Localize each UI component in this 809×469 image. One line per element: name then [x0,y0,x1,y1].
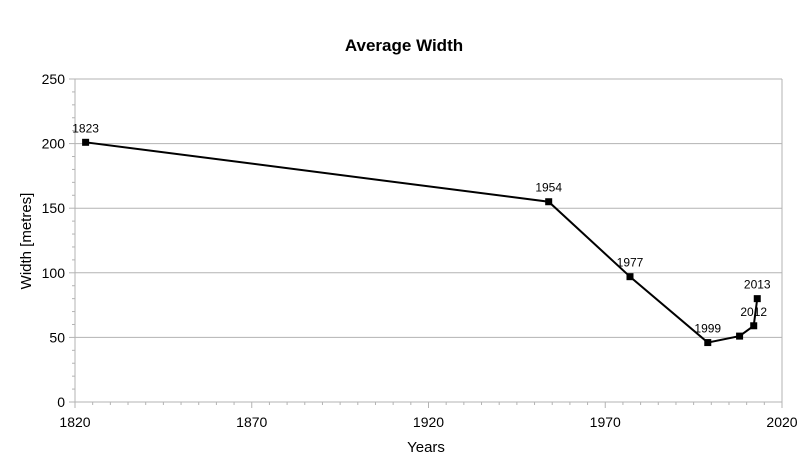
data-point [545,198,553,206]
data-point [736,332,744,340]
data-points [82,138,761,347]
gridlines [75,78,782,338]
data-point [626,273,634,281]
x-tick-label: 2020 [766,414,797,430]
data-label: 1954 [535,181,562,195]
series-line-path [85,141,759,344]
x-tick-label: 1870 [236,414,267,430]
y-tick-label: 100 [42,265,66,281]
data-point [753,295,761,303]
y-tick-label: 200 [42,136,66,152]
x-tick-label: 1970 [590,414,621,430]
y-axis-label: Width [metres] [18,193,35,290]
y-tick-label: 50 [49,329,65,345]
y-tick-label: 0 [57,394,65,410]
x-tick-labels: 1820 1870 1920 1970 2020 [59,414,797,430]
x-tick-label: 1920 [413,414,444,430]
y-tick-label: 150 [42,200,66,216]
y-tick-label: 250 [42,71,66,87]
data-labels: 1823 1954 1977 1999 2012 2013 [72,121,771,335]
y-tick-labels: 0 50 100 150 200 250 [42,71,66,410]
x-tick-label: 1820 [59,414,90,430]
series-line [85,141,759,344]
data-label: 2012 [740,305,767,319]
axes [74,79,783,403]
chart-title: Average Width [345,36,463,55]
data-point [82,138,90,146]
data-label: 1999 [694,322,721,336]
data-point [750,322,758,330]
data-point [704,339,712,347]
data-label: 2013 [744,278,771,292]
data-label: 1823 [72,121,99,135]
data-label: 1977 [617,256,644,270]
x-axis-label: Years [407,439,445,456]
minor-ticks [69,78,783,408]
